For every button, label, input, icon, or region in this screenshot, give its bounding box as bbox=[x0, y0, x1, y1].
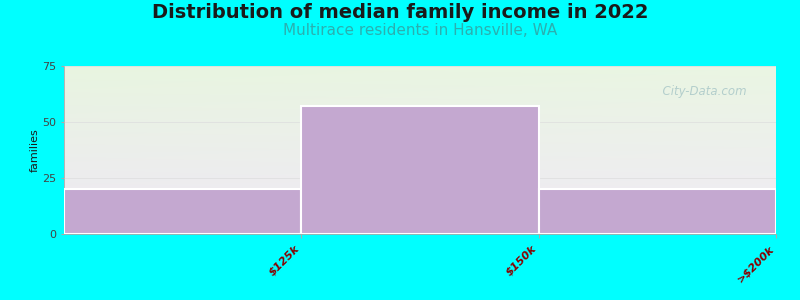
Title: Multirace residents in Hansville, WA: Multirace residents in Hansville, WA bbox=[283, 23, 557, 38]
Text: Distribution of median family income in 2022: Distribution of median family income in … bbox=[152, 3, 648, 22]
Y-axis label: families: families bbox=[30, 128, 39, 172]
Text: City-Data.com: City-Data.com bbox=[655, 85, 746, 98]
Bar bbox=[302, 106, 538, 234]
Bar bbox=[538, 189, 776, 234]
Bar bbox=[64, 189, 302, 234]
